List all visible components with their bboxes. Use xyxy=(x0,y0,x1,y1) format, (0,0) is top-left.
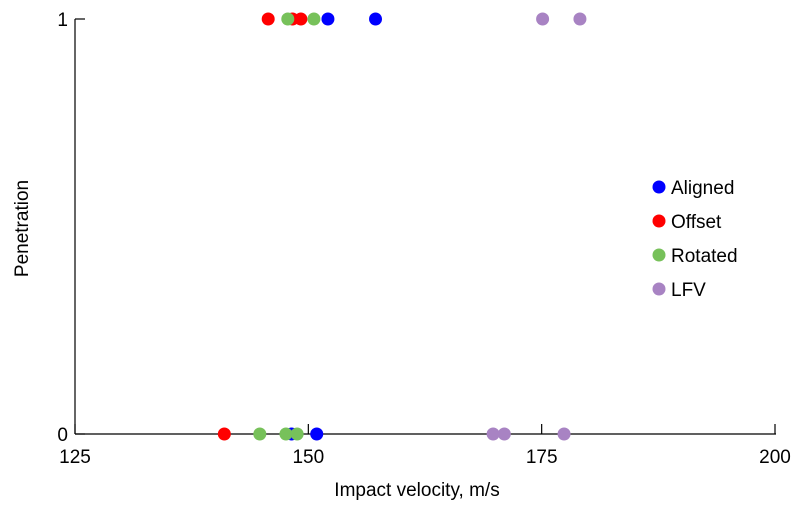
data-point-rotated xyxy=(281,12,295,26)
data-point-aligned xyxy=(310,427,324,441)
series-lfv xyxy=(486,12,587,441)
legend-label-rotated: Rotated xyxy=(671,246,738,267)
legend-label-lfv: LFV xyxy=(671,280,706,301)
data-point-offset xyxy=(217,427,231,441)
data-point-lfv xyxy=(536,12,550,26)
axes xyxy=(74,19,776,435)
legend: Aligned Offset Rotated LFV xyxy=(652,178,738,301)
series-offset xyxy=(217,12,308,441)
legend-marker-lfv xyxy=(652,282,666,296)
x-tick-label: 150 xyxy=(292,447,324,468)
data-point-offset xyxy=(294,12,308,26)
x-tick-label: 200 xyxy=(759,447,791,468)
legend-label-offset: Offset xyxy=(671,212,722,233)
data-points xyxy=(217,12,587,441)
data-point-rotated xyxy=(290,427,304,441)
data-point-lfv xyxy=(486,427,500,441)
data-point-rotated xyxy=(253,427,267,441)
data-point-lfv xyxy=(557,427,571,441)
y-tick-label: 1 xyxy=(57,10,68,31)
x-axis-title: Impact velocity, m/s xyxy=(334,480,499,501)
data-point-offset xyxy=(261,12,275,26)
series-rotated xyxy=(253,12,321,441)
legend-marker-rotated xyxy=(652,248,666,262)
data-point-lfv xyxy=(573,12,587,26)
y-tick-label: 0 xyxy=(57,425,68,446)
data-point-aligned xyxy=(369,12,383,26)
series-aligned xyxy=(285,12,383,441)
x-tick-label: 175 xyxy=(526,447,558,468)
data-point-aligned xyxy=(321,12,335,26)
data-point-rotated xyxy=(307,12,321,26)
y-axis-title: Penetration xyxy=(12,180,33,277)
legend-label-aligned: Aligned xyxy=(671,178,734,199)
legend-marker-offset xyxy=(652,214,666,228)
data-point-lfv xyxy=(497,427,511,441)
legend-marker-aligned xyxy=(652,180,666,194)
x-ticks: 125 150 175 200 xyxy=(59,424,791,468)
x-tick-label: 125 xyxy=(59,447,91,468)
y-ticks: 01 xyxy=(57,10,85,446)
data-point-rotated xyxy=(279,427,293,441)
